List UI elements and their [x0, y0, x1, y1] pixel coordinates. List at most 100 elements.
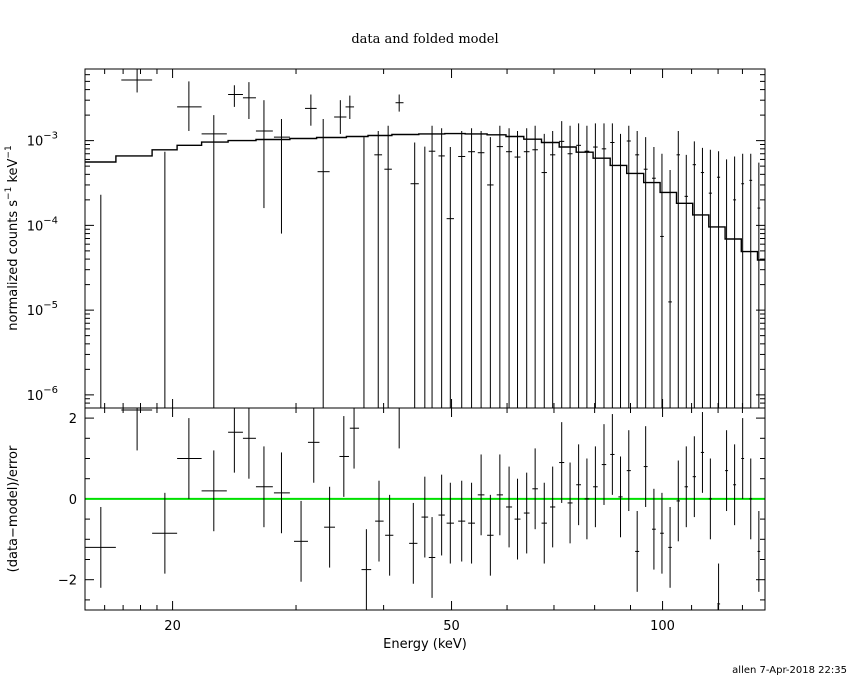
top-y-axis-label-mid: keV [6, 158, 21, 186]
residual-point [446, 482, 454, 564]
tick-base: 10 [27, 219, 44, 234]
residual-point [273, 452, 290, 534]
residual-point [532, 448, 538, 530]
data-point [242, 82, 256, 119]
data-point [717, 151, 721, 408]
data-point [757, 162, 761, 408]
data-point [684, 154, 688, 408]
data-point [410, 142, 419, 408]
data-point [305, 94, 317, 126]
tick-exp: −4 [43, 215, 58, 226]
residual-point [375, 480, 384, 562]
x-tick-label: 50 [443, 619, 460, 634]
data-point [559, 121, 565, 408]
data-point [741, 153, 745, 408]
data-point [601, 123, 607, 408]
residual-point [550, 466, 556, 548]
data-point [660, 153, 664, 408]
data-point [496, 125, 503, 408]
tick-base: 10 [27, 304, 44, 319]
data-point [506, 128, 513, 408]
data-point [584, 125, 590, 408]
data-point [733, 156, 737, 408]
residual-point [385, 494, 394, 576]
data-point [708, 149, 712, 408]
residual-point [242, 408, 256, 479]
residual-point [523, 472, 530, 554]
residual-point [635, 511, 640, 592]
top-y-axis-label-sup1: −1 [4, 187, 14, 200]
residual-point [349, 408, 360, 469]
data-point [384, 125, 392, 408]
data-point [477, 130, 485, 408]
top-y-axis-label: normalized counts s−1 keV−1 [4, 145, 21, 330]
data-point [121, 69, 153, 93]
residual-point [618, 456, 623, 538]
top-panel: 10−610−510−410−3 [27, 68, 765, 409]
data-point [458, 130, 466, 408]
residual-point [361, 529, 372, 610]
data-point [523, 128, 530, 408]
residual-point [601, 424, 607, 505]
residual-point [409, 502, 418, 584]
residual-point [339, 416, 349, 497]
bottom-y-tick-label: 2 [69, 412, 77, 427]
data-point [468, 128, 475, 408]
residual-point [725, 430, 729, 512]
residual-point [177, 418, 202, 499]
residual-point [757, 511, 761, 592]
footer-stamp: allen 7-Apr-2018 22:35 [732, 665, 847, 676]
data-point [395, 94, 404, 112]
top-y-tick-label: 10−3 [27, 131, 58, 150]
data-point [618, 133, 623, 408]
data-point [514, 130, 521, 408]
data-point [446, 147, 454, 408]
data-point [593, 123, 598, 408]
data-point [428, 125, 436, 408]
residual-point [324, 486, 336, 568]
residual-point [660, 492, 664, 574]
data-point [626, 125, 631, 408]
x-axis-label: Energy (keV) [383, 637, 467, 652]
residual-point [458, 480, 466, 562]
residual-point [506, 466, 513, 548]
data-point [334, 100, 347, 134]
residual-point [584, 458, 590, 540]
data-point [652, 147, 656, 408]
residual-point [228, 408, 243, 473]
residual-point [576, 444, 582, 526]
residual-point [121, 408, 153, 451]
residual-point [541, 482, 547, 564]
data-point [610, 123, 615, 408]
bottom-y-tick-label: 0 [69, 493, 77, 508]
data-point [317, 118, 330, 408]
tick-exp: −3 [43, 131, 58, 142]
tick-exp: −6 [43, 385, 58, 396]
x-tick-label: 20 [164, 619, 181, 634]
residual-point [708, 458, 712, 540]
data-point [532, 125, 538, 408]
residual-point [85, 506, 116, 588]
data-point [635, 130, 640, 408]
data-point [255, 100, 273, 209]
residual-point [700, 412, 705, 493]
residual-point [152, 492, 178, 574]
residual-point [741, 418, 745, 499]
residual-point [626, 430, 631, 512]
residual-panel: −2 0 2 [58, 407, 765, 610]
data-point [345, 95, 355, 119]
bottom-y-axis-label: (data−model)/error [6, 445, 21, 572]
residual-point [477, 454, 485, 536]
residual-point [395, 407, 404, 449]
residual-point [668, 506, 672, 588]
data-point [676, 130, 681, 408]
data-point [550, 130, 556, 408]
residual-point [610, 414, 615, 495]
tick-exp: −5 [43, 300, 58, 311]
residual-point [428, 517, 436, 598]
folded-model-line [85, 132, 765, 261]
bottom-y-tick-label: −2 [58, 574, 77, 589]
residual-point [692, 436, 696, 518]
data-point [438, 128, 445, 408]
